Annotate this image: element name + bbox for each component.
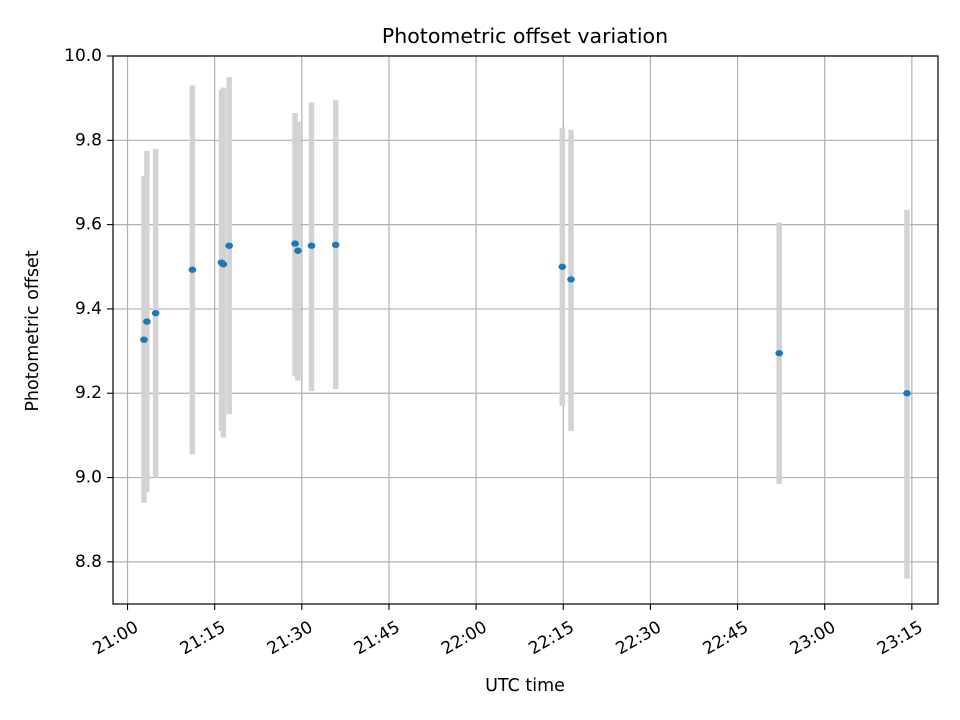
y-axis-ticks: 8.8 9.0 9.2 9.4 9.6 9.8 10.0 — [64, 46, 113, 572]
data-point — [903, 390, 911, 397]
plot-frame — [112, 55, 939, 605]
data-point — [331, 241, 340, 249]
data-point — [225, 242, 233, 249]
x-axis-title: UTC time — [485, 676, 565, 696]
data-point — [775, 349, 783, 357]
chart-title: Photometric offset variation — [382, 24, 668, 48]
data-point — [151, 309, 160, 317]
y-tick-label: 9.0 — [75, 468, 102, 488]
data-point — [143, 318, 151, 325]
grid-lines — [113, 55, 938, 604]
y-tick-label: 10.0 — [64, 46, 102, 66]
data-point — [140, 336, 148, 343]
data-point — [291, 240, 299, 247]
data-point — [219, 261, 228, 268]
data-point — [567, 276, 575, 283]
data-point — [294, 247, 302, 254]
y-axis-title: Photometric offset — [23, 250, 43, 411]
data-point — [558, 263, 567, 270]
data-point — [307, 242, 316, 249]
y-tick-label: 9.2 — [75, 383, 102, 403]
y-tick-label: 8.8 — [75, 552, 102, 572]
data-points — [140, 240, 911, 397]
data-point — [188, 266, 197, 273]
y-tick-label: 9.6 — [75, 215, 102, 235]
y-tick-label: 9.8 — [75, 130, 102, 150]
y-tick-label: 9.4 — [75, 299, 102, 319]
